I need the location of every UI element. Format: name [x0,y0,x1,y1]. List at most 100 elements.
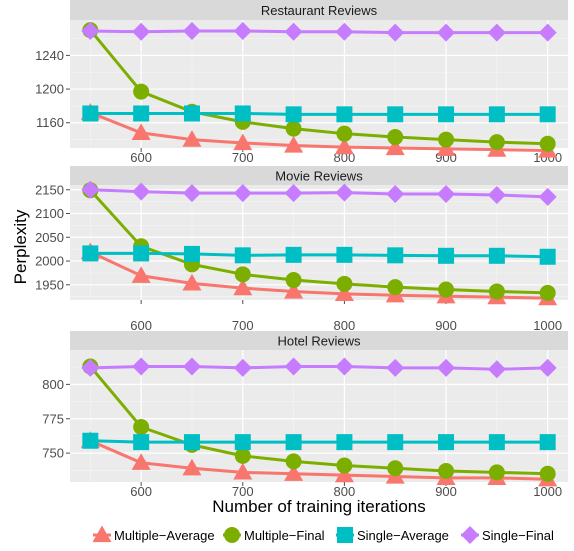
point-single-average [488,106,505,123]
facet-title: Hotel Reviews [277,334,361,349]
point-single-average [387,106,404,123]
point-single-average [336,434,353,451]
legend-label: Multiple−Average [114,528,215,543]
point-single-final [538,23,557,42]
point-multiple-final [488,283,505,300]
point-single-average [488,247,505,264]
point-single-average [133,245,150,262]
series-line-single-final [90,29,548,35]
point-multiple-average [284,464,304,481]
panel-restaurant-reviews: Restaurant Reviews6007008009001000116012… [35,0,568,165]
x-tick-label: 1000 [533,318,562,333]
point-single-average [539,434,556,451]
point-single-average [234,247,251,264]
point-multiple-average [131,123,151,140]
point-multiple-average [233,462,253,480]
series-line-multiple-final [89,189,548,295]
point-multiple-average [436,139,456,156]
point-multiple-final [438,131,455,148]
point-multiple-average [131,453,151,470]
y-tick-label: 1240 [35,48,64,63]
x-tick-label: 800 [334,318,356,333]
legend-item-single-average: Single−Average [336,527,449,543]
point-single-average [133,105,150,122]
series-line-multiple-final [89,365,548,476]
point-single-final [487,185,506,204]
facet-title: Restaurant Reviews [261,3,378,18]
point-multiple-final [285,272,302,289]
point-single-final [437,23,456,42]
legend-item-multiple-final: Multiple−Final [223,527,325,543]
x-tick-label: 600 [130,484,152,499]
point-single-final [182,21,201,40]
point-multiple-average [233,278,253,296]
point-single-final [386,185,405,204]
point-single-average [82,105,99,122]
point-single-final [132,182,151,201]
series-line-single-average [90,111,548,116]
series-line-single-final [90,188,548,199]
point-single-final [335,183,354,202]
panel-hotel-reviews: Hotel Reviews 600 700 800 900 1000 750 775 800 [42,331,568,499]
legend-label: Single−Average [357,528,449,543]
legend-item-multiple-average: Multiple−Average [92,525,215,543]
legend: Multiple−Average Multiple−Final Single−Ave… [92,525,554,544]
point-multiple-final [387,129,404,146]
point-single-average [539,248,556,265]
point-multiple-final [488,134,505,151]
point-multiple-final [285,453,302,470]
point-multiple-average [334,137,354,155]
point-multiple-final [438,463,455,479]
point-single-average [438,247,455,264]
point-single-final [284,357,303,376]
point-single-average [133,434,150,451]
y-tick-label: 750 [42,446,64,461]
point-multiple-average [182,273,202,291]
point-multiple-average [182,130,202,147]
point-single-final [335,357,354,376]
y-tick-label: 2150 [35,182,64,197]
point-multiple-final [336,125,353,142]
x-tick-label: 900 [435,484,457,499]
legend-key-marker [224,527,240,543]
series-line-single-average [90,439,548,444]
point-single-average [336,106,353,123]
point-single-final [81,21,100,40]
point-single-final [335,22,354,41]
panel-movie-reviews: Movie Reviews 600 700 800 900 1000 1950 2000 205… [35,166,568,333]
point-single-final [233,184,252,203]
point-single-average [183,434,200,451]
point-single-final [284,22,303,41]
legend-item-single-final: Single−Final [461,526,554,544]
y-tick-label: 775 [42,411,64,426]
point-single-average [234,105,251,122]
series-line-single-average [90,251,548,259]
facet-title: Movie Reviews [275,169,363,184]
point-single-final [386,358,405,377]
panel-background [70,350,568,482]
point-multiple-final [539,465,556,482]
y-tick-label: 2100 [35,206,64,221]
point-single-final [81,180,100,199]
x-tick-label: 700 [232,484,254,499]
point-multiple-final [285,120,302,137]
point-multiple-average [334,284,354,301]
point-multiple-final [539,135,556,152]
point-single-final [386,23,405,42]
x-tick-label: 1000 [533,484,562,499]
point-multiple-average [233,133,253,151]
point-multiple-final [387,279,404,296]
point-single-average [285,434,302,451]
x-tick-label: 800 [334,484,356,499]
legend-label: Single−Final [482,528,554,543]
point-multiple-final [438,281,455,298]
x-tick-label: 900 [435,318,457,333]
y-tick-label: 2000 [35,254,64,269]
point-single-average [285,246,302,263]
facet-strip [70,166,568,185]
point-single-final [538,187,557,206]
legend-key-marker [461,526,479,544]
point-multiple-final [336,275,353,292]
point-multiple-average [284,135,304,153]
